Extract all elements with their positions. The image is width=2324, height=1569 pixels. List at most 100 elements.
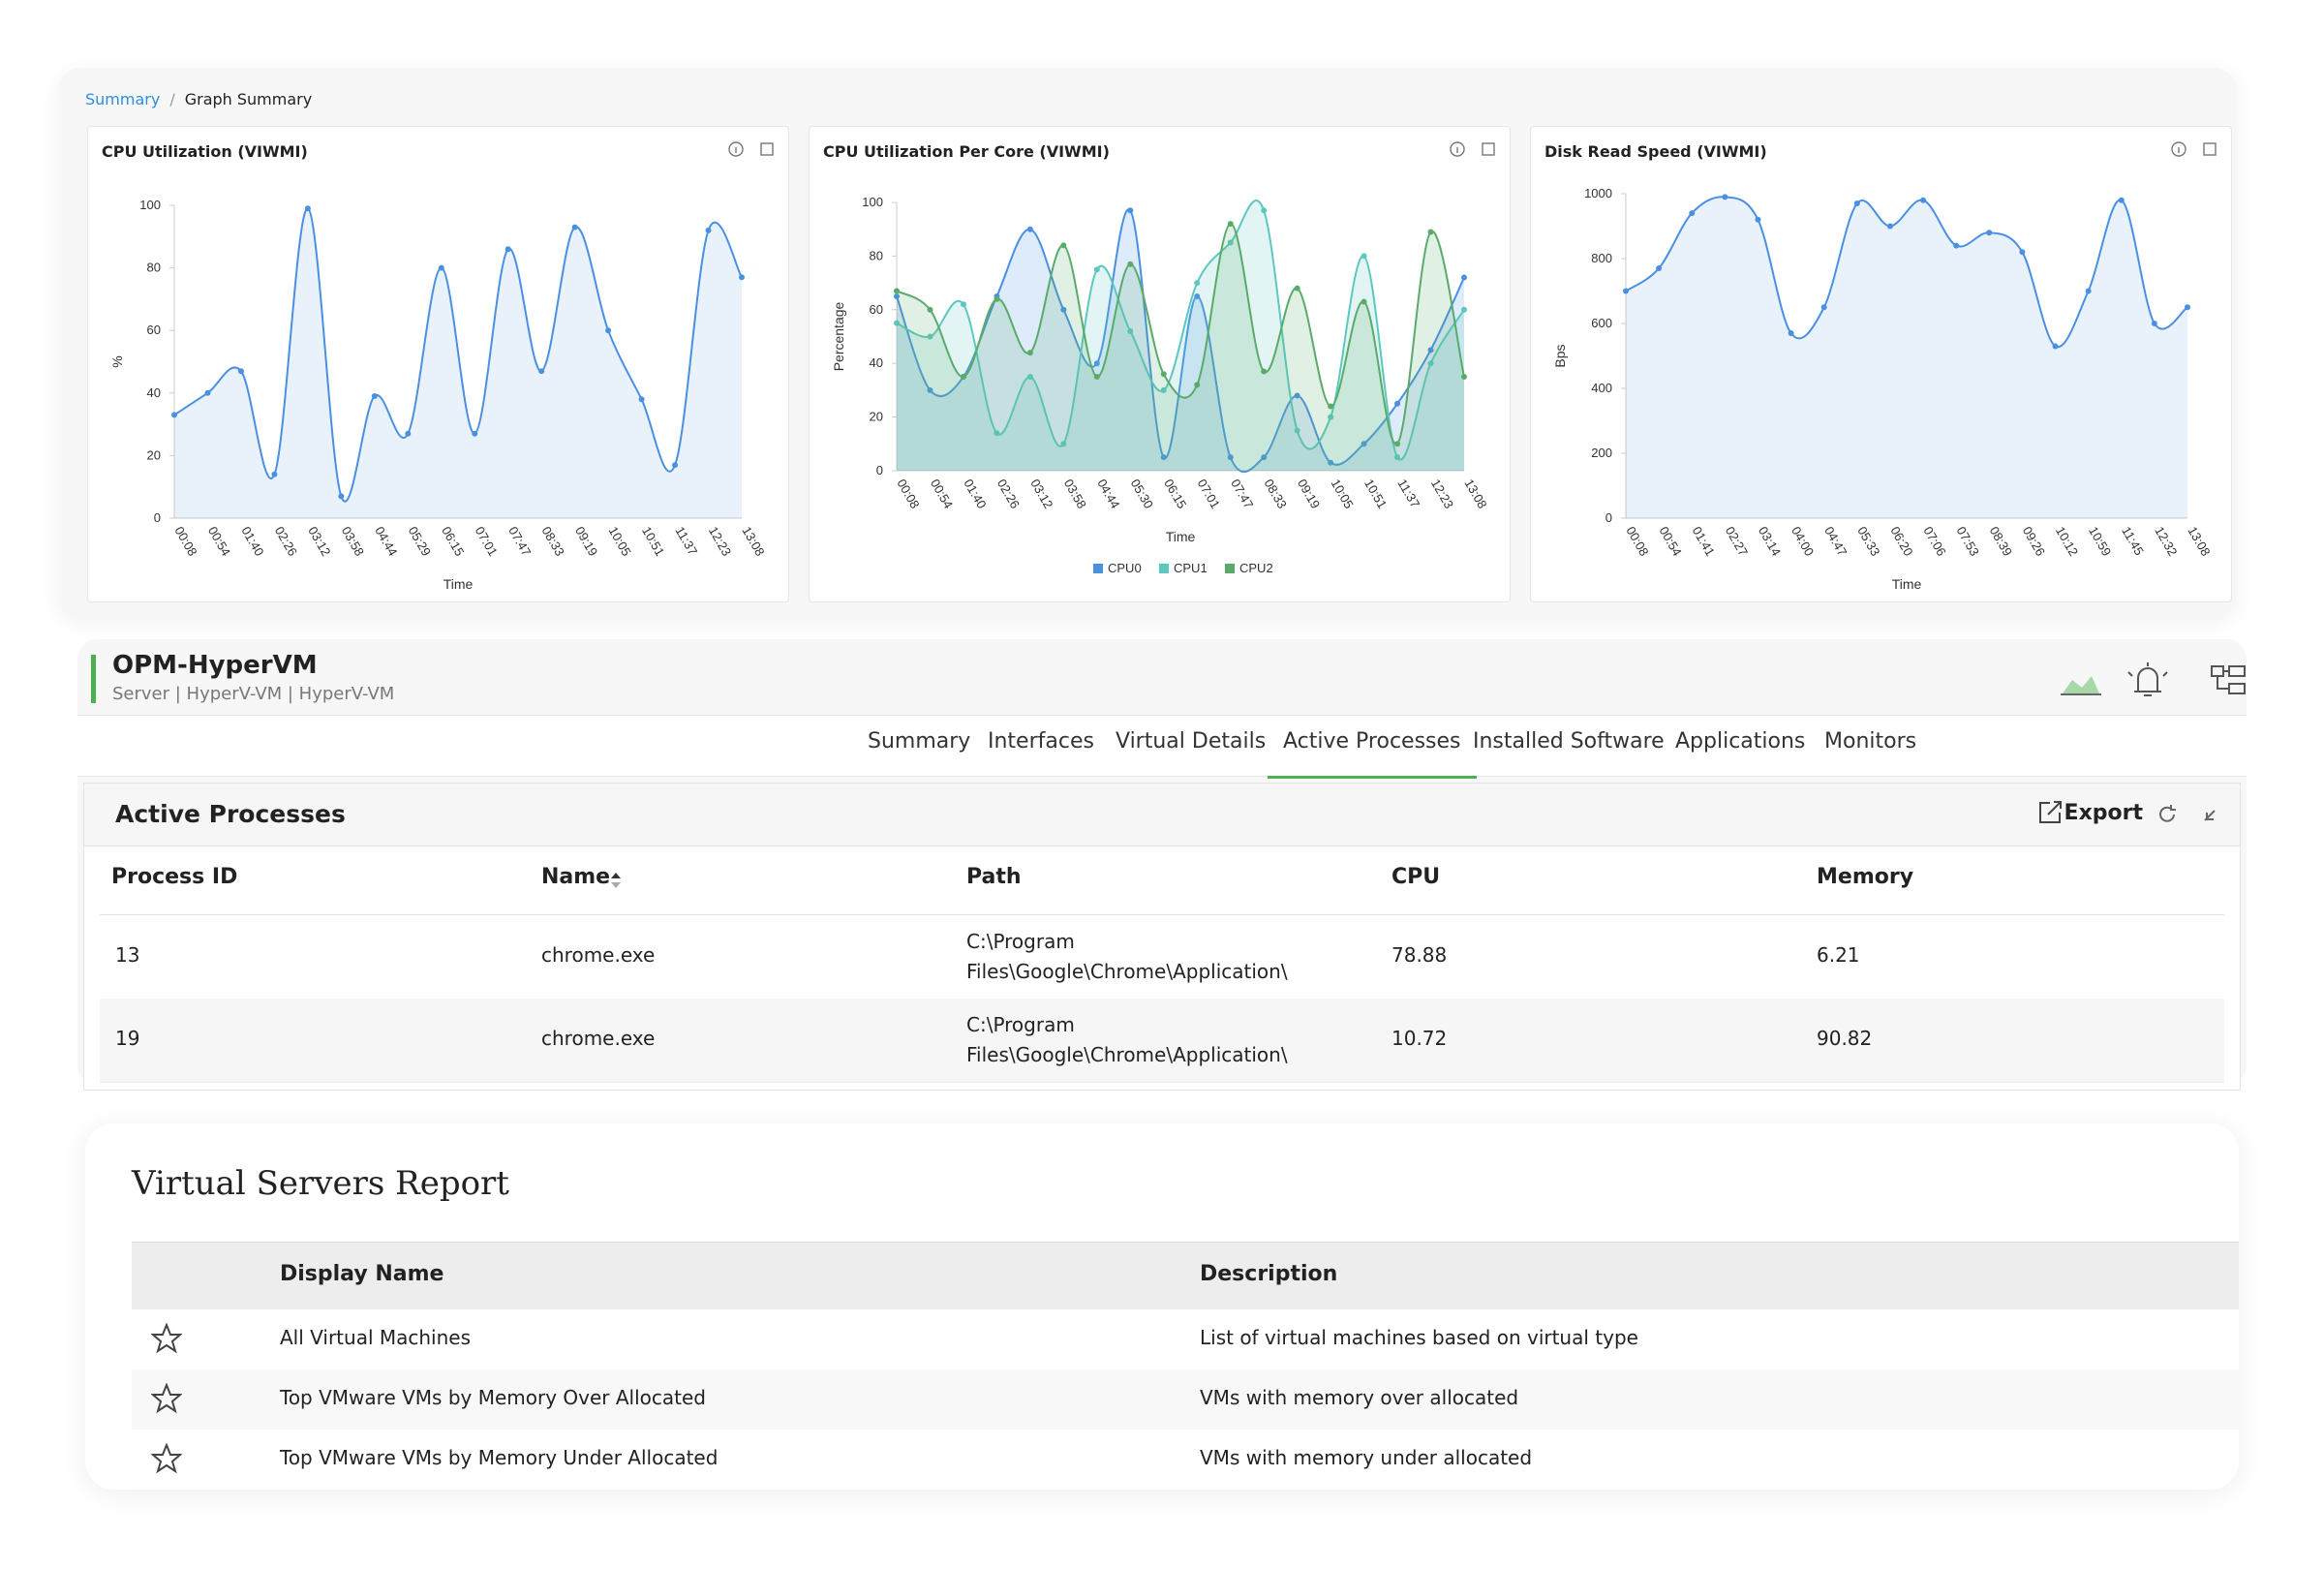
x-tick-label: 02:26 (994, 477, 1023, 511)
card-icons[interactable] (2171, 140, 2217, 160)
x-tick-label: 12:32 (2152, 524, 2180, 559)
data-point (894, 292, 900, 299)
area (897, 209, 1464, 473)
x-tick-label: 11:45 (2119, 524, 2147, 558)
data-point (1328, 414, 1334, 420)
chart-card: CPU Utilization (VIWMI) 0 20 40 60 80 100 00:0… (87, 126, 789, 602)
data-point (1361, 298, 1367, 305)
x-tick-label: 07:47 (505, 524, 534, 559)
favorite-star[interactable] (151, 1323, 182, 1354)
panel-title: Active Processes (115, 800, 346, 828)
tab-bar: Summary Interfaces Virtual Details Active P… (77, 715, 2247, 779)
legend-label: CPU2 (1239, 561, 1273, 575)
data-point (204, 389, 211, 396)
device-subtitle: Server | HyperV-VM | HyperV-VM (112, 684, 395, 704)
x-tick-label: 08:33 (1262, 477, 1290, 511)
data-point (1920, 197, 1927, 203)
data-point (2185, 304, 2190, 311)
y-tick-label: 0 (876, 463, 883, 477)
data-point (2085, 288, 2092, 294)
y-axis-label: Percentage (831, 301, 846, 371)
y-tick-label: 40 (147, 385, 161, 400)
favorite-star[interactable] (151, 1443, 182, 1474)
data-point (1755, 216, 1761, 223)
tab[interactable]: Active Processes (1268, 729, 1476, 779)
line (896, 200, 1465, 461)
data-point (1361, 441, 1367, 447)
x-tick-label: 00:54 (1657, 524, 1685, 559)
chart-title: CPU Utilization (VIWMI) (102, 142, 308, 161)
x-tick-label: 01:40 (238, 524, 266, 559)
device-icons[interactable] (2061, 662, 2254, 701)
line (173, 207, 743, 503)
card-icons[interactable] (1450, 140, 1496, 160)
x-tick-label: 03:14 (1756, 524, 1784, 559)
y-tick-label: 0 (154, 510, 161, 525)
data-point (571, 224, 578, 231)
x-tick-label: 05:29 (406, 524, 434, 559)
x-tick-label: 07:01 (473, 524, 501, 559)
data-point (371, 393, 378, 400)
y-tick-label: 40 (870, 355, 883, 370)
data-point (1394, 441, 1401, 447)
x-tick-label: 06:15 (1161, 477, 1189, 511)
chart-title: Disk Read Speed (VIWMI) (1544, 142, 1767, 161)
chart-card: CPU Utilization Per Core (VIWMI) 0 20 40 60… (809, 126, 1511, 602)
tab[interactable]: Interfaces (988, 729, 1094, 754)
table-cell: 78.88 (1391, 943, 1448, 967)
x-tick-label: 04:47 (1821, 524, 1850, 559)
line (896, 223, 1465, 446)
x-tick-label: 12:23 (706, 524, 734, 559)
x-tick-label: 05:30 (1128, 477, 1156, 511)
data-point (1261, 454, 1268, 461)
data-point (927, 306, 933, 313)
column-header: Name (541, 865, 611, 889)
x-tick-label: 00:08 (171, 524, 199, 559)
data-point (1160, 454, 1167, 461)
table-cell: chrome.exe (541, 943, 656, 967)
x-tick-label: 00:08 (1623, 524, 1651, 559)
data-point (1853, 200, 1860, 207)
breadcrumb: Summary / Graph Summary (85, 90, 312, 108)
x-tick-label: 13:08 (2185, 524, 2213, 559)
tab[interactable]: Installed Software (1473, 729, 1665, 754)
data-point (1060, 306, 1067, 313)
data-point (338, 493, 345, 500)
export-button[interactable]: Export (2064, 801, 2143, 825)
x-tick-label: 07:47 (1228, 477, 1256, 511)
export-icon[interactable] (2036, 799, 2064, 826)
y-tick-label: 80 (147, 261, 161, 275)
table-cell: Top VMware VMs by Memory Over Allocated (280, 1386, 706, 1409)
chart: 0 200 400 600 800 1000 00:08 00:54 01:41 02:27 03:… (1552, 186, 2214, 592)
tab[interactable]: Monitors (1824, 729, 1917, 754)
data-point (1886, 223, 1893, 230)
data-point (1788, 330, 1794, 337)
chart-title: CPU Utilization Per Core (VIWMI) (823, 142, 1110, 161)
chart: 0 20 40 60 80 100 00:08 00:54 01:40 02:26 03:12 03:… (109, 198, 768, 592)
data-point (538, 368, 545, 375)
table-row: All Virtual Machines List of virtual mach… (132, 1309, 2239, 1370)
table-cell: All Virtual Machines (280, 1326, 472, 1349)
x-tick-label: 03:58 (339, 524, 367, 559)
process-panel: Active Processes Export Process ID Name Pa… (83, 783, 2241, 1091)
x-tick-label: 10:05 (606, 524, 634, 559)
y-tick-label: 60 (147, 323, 161, 337)
tab[interactable]: Applications (1675, 729, 1806, 754)
data-point (1060, 441, 1067, 447)
tab[interactable]: Summary (868, 729, 971, 754)
x-tick-label: 10:51 (639, 524, 667, 559)
table-cell: chrome.exe (541, 1027, 656, 1050)
panel-icons[interactable] (2158, 803, 2226, 826)
card-icons[interactable] (728, 140, 775, 160)
favorite-star[interactable] (151, 1383, 182, 1414)
tab[interactable]: Virtual Details (1116, 729, 1267, 754)
sort-icon[interactable] (609, 871, 623, 890)
x-tick-label: 02:27 (1723, 524, 1751, 559)
breadcrumb-link[interactable]: Summary (85, 90, 161, 108)
data-point (705, 227, 712, 233)
breadcrumb-current: Graph Summary (184, 90, 313, 108)
y-tick-label: 0 (1605, 510, 1612, 525)
column-header: CPU (1391, 865, 1441, 889)
data-point (405, 430, 412, 437)
